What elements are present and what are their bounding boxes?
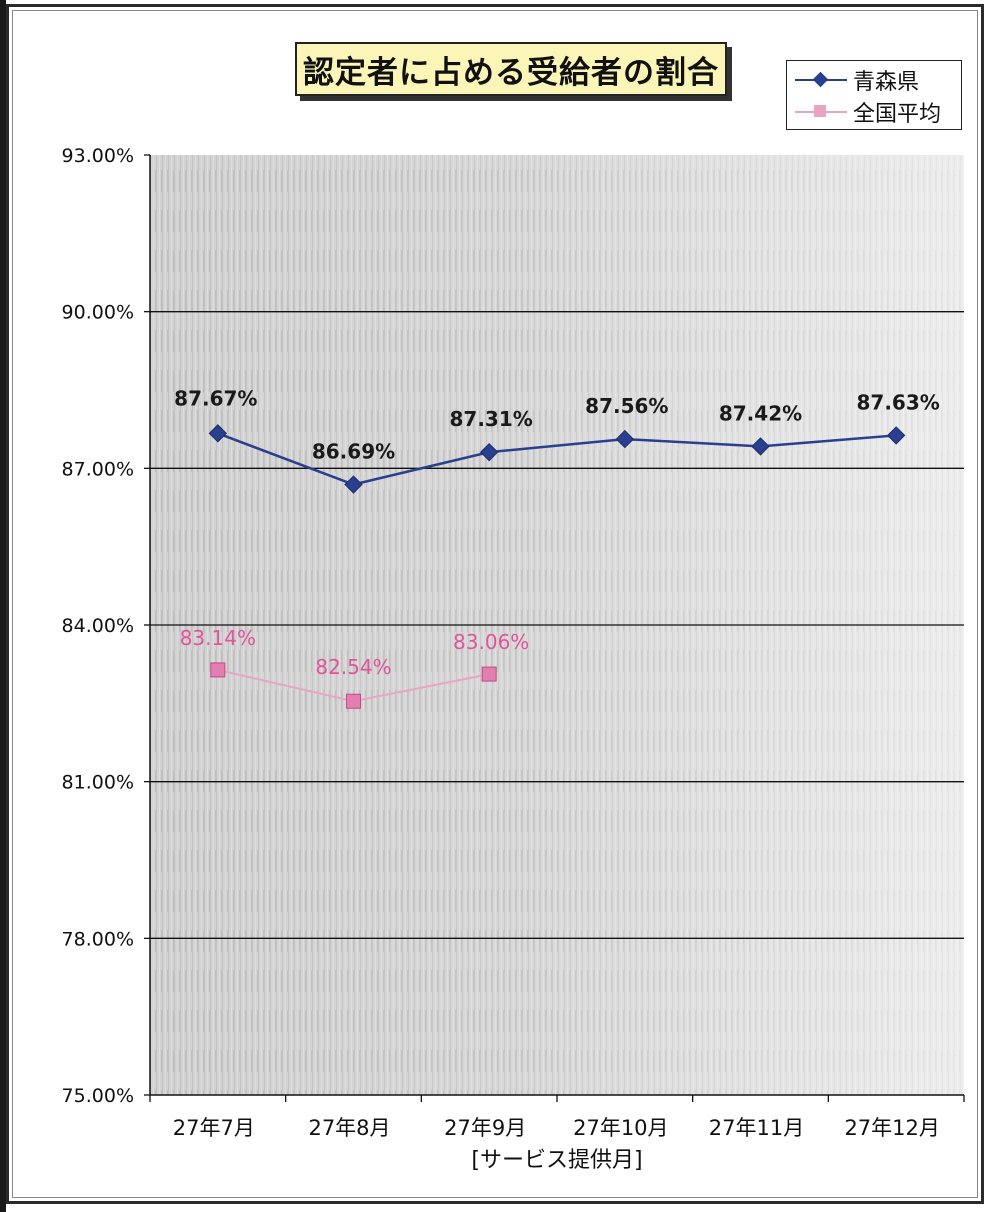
data-label: 83.14%	[180, 626, 256, 650]
x-tick-label: 27年10月	[573, 1116, 668, 1140]
chart-frame-inner	[12, 10, 978, 1198]
data-label: 86.69%	[312, 440, 395, 464]
x-tick-label: 27年8月	[308, 1116, 390, 1140]
y-tick-label: 90.00%	[62, 302, 134, 324]
legend-key-aomori	[795, 70, 847, 90]
x-tick-label: 27年7月	[173, 1116, 255, 1140]
x-tick-label: 27年9月	[444, 1116, 526, 1140]
data-point-marker	[210, 662, 226, 678]
chart-title: 認定者に占める受給者の割合	[295, 42, 727, 96]
data-point-marker	[208, 424, 228, 443]
y-tick-label: 81.00%	[62, 772, 134, 794]
x-tick-label: 27年11月	[709, 1116, 804, 1140]
data-point-marker	[615, 429, 635, 449]
legend-label-national-average: 全国平均	[853, 102, 942, 127]
x-axis-title: [サービス提供月]	[471, 1148, 642, 1173]
data-label: 87.31%	[450, 407, 533, 431]
y-tick-label: 93.00%	[62, 145, 134, 167]
data-point-marker	[344, 475, 363, 494]
data-label: 87.42%	[719, 401, 802, 425]
data-label: 83.06%	[453, 630, 529, 654]
y-tick-label: 87.00%	[62, 458, 134, 480]
legend-key-national-average	[795, 102, 847, 122]
data-point-marker	[346, 693, 361, 709]
series-line-aomori	[217, 432, 897, 486]
legend-label-aomori: 青森県	[853, 70, 920, 95]
y-tick-label: 78.00%	[62, 928, 134, 950]
x-tick-label: 27年12月	[844, 1116, 939, 1140]
data-point-marker	[481, 666, 497, 682]
data-label: 82.54%	[315, 655, 391, 679]
data-label: 87.67%	[174, 386, 257, 410]
data-label: 87.56%	[585, 394, 668, 418]
legend-item-aomori: 青森県	[795, 65, 919, 95]
y-tick-label: 75.00%	[62, 1085, 134, 1107]
data-point-marker	[751, 437, 770, 456]
legend-item-national-average: 全国平均	[795, 97, 941, 127]
y-tick-label: 84.00%	[62, 615, 134, 637]
data-label: 87.63%	[857, 390, 940, 414]
data-point-marker	[886, 426, 906, 445]
left-scan-edge	[0, 0, 6, 1212]
data-point-marker	[479, 442, 499, 462]
legend: 青森県 全国平均	[786, 60, 962, 130]
